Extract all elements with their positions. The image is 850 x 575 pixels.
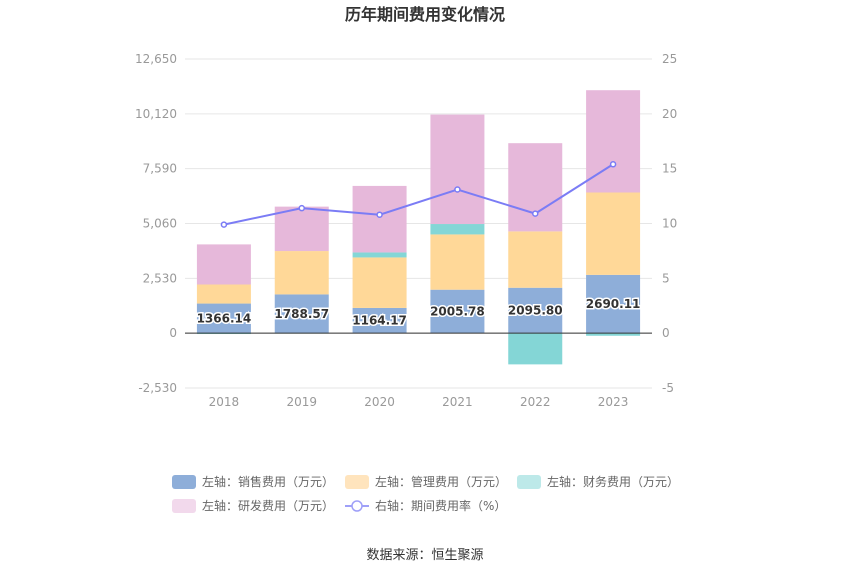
right-tick-label: 5: [662, 271, 670, 285]
x-tick-label: 2020: [364, 395, 395, 409]
left-tick-label: 10,120: [135, 107, 177, 121]
left-tick-label: 0: [169, 326, 177, 340]
x-tick-label: 2018: [209, 395, 240, 409]
right-axis: 25 20 15 10 5 0 -5: [662, 52, 677, 395]
left-axis: 12,650 10,120 7,590 5,060 2,530 0 -2,530: [135, 52, 177, 395]
bar-segment: [586, 192, 641, 275]
bar-segment: [430, 114, 485, 225]
legend-label: 右轴：期间费用率（%）: [375, 498, 506, 513]
rate-point: [454, 186, 461, 193]
data-label: 2095.80: [508, 303, 563, 317]
bar-segment: [274, 206, 329, 252]
legend-label: 左轴：研发费用（万元）: [202, 498, 334, 513]
source-text: 数据来源：恒生聚源: [366, 548, 483, 563]
legend-swatch: [172, 475, 196, 489]
x-tick-label: 2021: [442, 395, 473, 409]
bar-segment: [508, 143, 563, 232]
legend-item[interactable]: 左轴：销售费用（万元）: [172, 474, 334, 489]
rate-line: [223, 163, 614, 226]
line-series: [220, 161, 617, 228]
legend-item[interactable]: 左轴：研发费用（万元）: [172, 498, 334, 513]
legend-item[interactable]: 右轴：期间费用率（%）: [345, 498, 506, 513]
bar-segment: [196, 284, 251, 304]
x-tick-label: 2022: [520, 395, 551, 409]
rate-point: [376, 211, 383, 218]
data-labels: 1366.14 1788.57 1164.17 2005.78 2095.80 2690.…: [195, 296, 642, 330]
chart-title: 历年期间费用变化情况: [345, 5, 505, 24]
legend-label: 左轴：财务费用（万元）: [547, 474, 679, 489]
legend-item[interactable]: 左轴：管理费用（万元）: [345, 474, 507, 489]
legend-item[interactable]: 左轴：财务费用（万元）: [517, 474, 679, 489]
bar-segment: [352, 252, 407, 258]
bar-segment: [508, 231, 563, 288]
bar-segment: [274, 294, 329, 334]
legend-label: 左轴：销售费用（万元）: [202, 474, 334, 489]
bar-segment: [508, 333, 563, 365]
bar-segment: [430, 289, 485, 334]
rate-point: [220, 221, 228, 228]
rate-point: [532, 210, 539, 217]
left-tick-label: 12,650: [135, 52, 177, 66]
left-tick-label: -2,530: [138, 381, 177, 395]
bar-segment: [352, 185, 407, 253]
bar-segment: [586, 274, 641, 334]
legend-marker: [351, 500, 363, 512]
bar-segment: [430, 234, 485, 290]
x-tick-label: 2023: [598, 395, 629, 409]
right-tick-label: 20: [662, 107, 677, 121]
bars: [196, 90, 641, 365]
data-label: 1164.17: [352, 314, 407, 328]
bar-segment: [196, 244, 251, 285]
left-tick-label: 7,590: [143, 162, 177, 176]
x-tick-label: 2019: [286, 395, 317, 409]
right-tick-label: 25: [662, 52, 677, 66]
legend[interactable]: 左轴：销售费用（万元） 左轴：管理费用（万元） 左轴：财务费用（万元） 左轴：研发费用…: [172, 474, 679, 513]
legend-label: 左轴：管理费用（万元）: [375, 474, 507, 489]
right-tick-label: 10: [662, 217, 677, 231]
rate-point: [298, 204, 305, 212]
legend-swatch: [172, 499, 196, 513]
right-tick-label: 0: [662, 326, 670, 340]
data-label: 2690.11: [586, 297, 641, 311]
data-label: 1788.57: [274, 307, 329, 321]
data-label: 1366.14: [197, 311, 252, 325]
right-tick-label: 15: [662, 162, 677, 176]
bar-segment: [508, 287, 563, 334]
legend-swatch: [517, 475, 541, 489]
left-tick-label: 2,530: [143, 271, 177, 285]
bar-segment: [274, 251, 329, 295]
bar-segment: [352, 257, 407, 308]
bar-segment: [352, 307, 407, 334]
grid: [185, 58, 652, 389]
right-tick-label: -5: [662, 381, 674, 395]
data-label: 2005.78: [430, 304, 485, 318]
x-axis: 2018 2019 2020 2021 2022 2023: [209, 395, 629, 409]
bar-segment: [196, 303, 251, 334]
bar-segment: [586, 333, 641, 336]
bar-segment: [430, 224, 485, 235]
left-tick-label: 5,060: [143, 217, 177, 231]
rate-point: [609, 161, 617, 168]
legend-swatch: [345, 475, 369, 489]
